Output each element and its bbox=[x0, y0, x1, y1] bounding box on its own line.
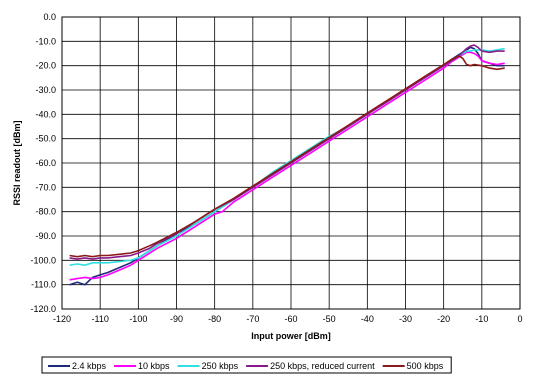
x-tick-label: -80 bbox=[208, 314, 221, 324]
series-line-3 bbox=[69, 47, 505, 266]
y-tick-label: -50.0 bbox=[35, 134, 56, 144]
legend-entry: 10 kbps bbox=[138, 361, 170, 371]
x-axis-label: Input power [dBm] bbox=[251, 331, 331, 341]
x-tick-label: 0 bbox=[517, 314, 522, 324]
x-tick-label: -40 bbox=[361, 314, 374, 324]
x-tick-labels: -120 -110 -100 -90 -80 -70 -60 -50 -40 -30 -20 -10 0 bbox=[53, 314, 523, 324]
y-tick-label: -10.0 bbox=[35, 36, 56, 46]
y-tick-label: -40.0 bbox=[35, 109, 56, 119]
y-tick-label: -30.0 bbox=[35, 85, 56, 95]
x-tick-label: -20 bbox=[437, 314, 450, 324]
x-tick-label: -110 bbox=[91, 314, 108, 324]
series-line-2 bbox=[69, 51, 505, 281]
y-tick-label: -110.0 bbox=[31, 280, 56, 290]
y-tick-label: -120.0 bbox=[30, 304, 56, 314]
legend-entry: 2.4 kbps bbox=[72, 361, 107, 371]
series-line-5 bbox=[69, 55, 505, 258]
y-tick-label: -80.0 bbox=[35, 207, 56, 217]
plot-area bbox=[61, 16, 521, 310]
legend-entry: 250 kbps bbox=[202, 361, 239, 371]
y-tick-label: -100.0 bbox=[30, 255, 56, 265]
x-tick-label: -30 bbox=[399, 314, 412, 324]
y-axis-label: RSSI readout [dBm] bbox=[12, 120, 22, 205]
legend: 2.4 kbps 10 kbps 250 kbps 250 kbps, reduced… bbox=[41, 356, 452, 374]
legend-entry: 250 kbps, reduced current bbox=[270, 361, 375, 371]
y-tick-label: -90.0 bbox=[35, 231, 56, 241]
x-tick-label: -50 bbox=[323, 314, 336, 324]
x-tick-label: -60 bbox=[284, 314, 297, 324]
y-tick-label: -70.0 bbox=[35, 182, 56, 192]
x-tick-label: -120 bbox=[53, 314, 71, 324]
x-tick-label: -10 bbox=[475, 314, 488, 324]
x-tick-label: -100 bbox=[129, 314, 147, 324]
legend-entry: 500 kbps bbox=[407, 361, 444, 371]
y-tick-labels: 0.0 -10.0 -20.0 -30.0 -40.0 -50.0 -60.0 -70.0 -8… bbox=[30, 12, 56, 314]
x-tick-label: -70 bbox=[246, 314, 259, 324]
y-tick-label: 0.0 bbox=[43, 12, 56, 22]
y-tick-label: -60.0 bbox=[35, 158, 56, 168]
series-line-4 bbox=[69, 44, 505, 260]
y-tick-label: -20.0 bbox=[35, 61, 56, 71]
x-tick-label: -90 bbox=[170, 314, 183, 324]
series-lines bbox=[69, 44, 505, 286]
